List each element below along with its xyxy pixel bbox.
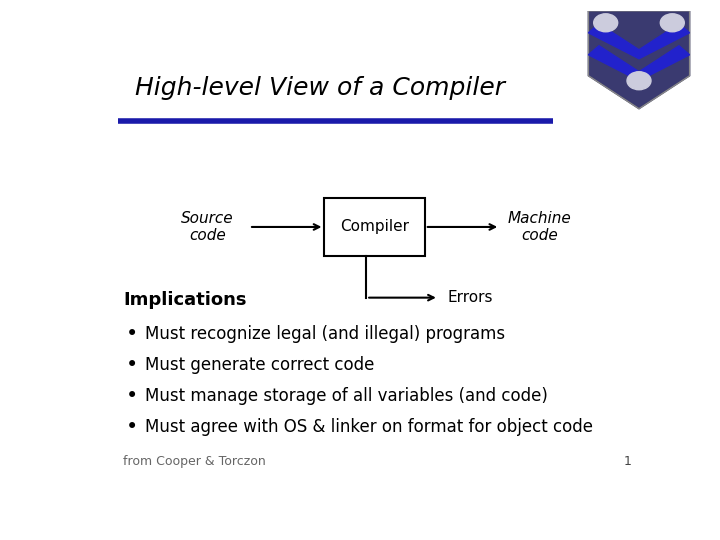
Text: Source
code: Source code — [181, 211, 233, 243]
Bar — [324, 198, 425, 256]
Text: Implications: Implications — [124, 291, 247, 309]
Circle shape — [594, 14, 618, 32]
Text: High-level View of a Compiler: High-level View of a Compiler — [135, 76, 505, 100]
Text: •: • — [126, 417, 138, 437]
Text: 1: 1 — [624, 455, 631, 468]
Polygon shape — [588, 11, 690, 109]
Text: Errors: Errors — [447, 290, 492, 305]
Text: Must manage storage of all variables (and code): Must manage storage of all variables (an… — [145, 387, 547, 405]
Text: •: • — [126, 355, 138, 375]
Text: •: • — [126, 324, 138, 344]
Circle shape — [627, 72, 651, 90]
Text: Must recognize legal (and illegal) programs: Must recognize legal (and illegal) progr… — [145, 325, 505, 343]
Circle shape — [660, 14, 684, 32]
Text: Must generate correct code: Must generate correct code — [145, 356, 374, 374]
Text: Must agree with OS & linker on format for object code: Must agree with OS & linker on format fo… — [145, 418, 593, 436]
Polygon shape — [588, 24, 690, 59]
Text: from Cooper & Torczon: from Cooper & Torczon — [124, 455, 266, 468]
Text: Machine
code: Machine code — [508, 211, 571, 243]
Text: Compiler: Compiler — [340, 219, 409, 234]
Text: •: • — [126, 386, 138, 406]
Polygon shape — [588, 46, 690, 80]
